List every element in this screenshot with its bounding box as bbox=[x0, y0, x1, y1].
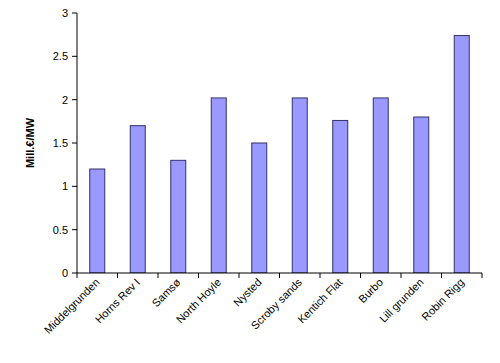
y-tick bbox=[72, 99, 77, 100]
x-tick-label: Horns Rev I bbox=[93, 276, 143, 326]
y-tick-label: 2 bbox=[62, 94, 68, 106]
x-tick-label: Kentich Flat bbox=[295, 276, 345, 326]
chart-svg: 0 0.5 1 1.5 2 2.5 3 MiddelgrundenHorns Rev ISam… bbox=[0, 0, 500, 363]
bar bbox=[211, 98, 226, 273]
x-tick bbox=[441, 273, 442, 278]
bar bbox=[414, 117, 429, 273]
bar bbox=[333, 120, 348, 273]
y-tick bbox=[72, 143, 77, 144]
x-tick bbox=[360, 273, 361, 278]
x-tick bbox=[239, 273, 240, 278]
x-tick bbox=[198, 273, 199, 278]
x-tick bbox=[320, 273, 321, 278]
x-tick bbox=[117, 273, 118, 278]
x-tick bbox=[158, 273, 159, 278]
x-tick bbox=[482, 273, 483, 278]
bar bbox=[373, 98, 388, 273]
bar bbox=[252, 143, 267, 273]
x-tick bbox=[401, 273, 402, 278]
y-tick bbox=[72, 56, 77, 57]
x-tick bbox=[279, 273, 280, 278]
y-tick-label: 2.5 bbox=[53, 50, 68, 62]
bar bbox=[292, 98, 307, 273]
bar bbox=[130, 126, 145, 273]
y-tick-label: 1 bbox=[62, 180, 68, 192]
bars bbox=[90, 36, 470, 273]
y-tick bbox=[72, 273, 77, 274]
y-tick bbox=[72, 13, 77, 14]
bar bbox=[454, 36, 469, 273]
x-tick-label: Middelgrunden bbox=[42, 276, 102, 336]
y-axis-label: Mill.€/MW bbox=[24, 117, 36, 168]
x-tick-label: Burbo bbox=[356, 276, 385, 305]
x-tick-label: Robin Rigg bbox=[419, 276, 466, 323]
x-tick-label: Scroby sands bbox=[249, 276, 305, 332]
y-tick bbox=[72, 186, 77, 187]
y-tick bbox=[72, 229, 77, 230]
x-tick-label: North Hoyle bbox=[174, 276, 224, 326]
y-tick-label: 0 bbox=[62, 267, 68, 279]
x-tick-label: Lill grunden bbox=[377, 276, 426, 325]
chart-container: 0 0.5 1 1.5 2 2.5 3 MiddelgrundenHorns Rev ISam… bbox=[0, 0, 500, 363]
y-tick-label: 0.5 bbox=[53, 224, 68, 236]
bar bbox=[171, 160, 186, 273]
bar bbox=[90, 169, 105, 273]
y-tick-label: 3 bbox=[62, 7, 68, 19]
x-tick-label: Nysted bbox=[231, 276, 264, 309]
x-tick bbox=[77, 273, 78, 278]
x-tick-label: Samsø bbox=[150, 276, 183, 309]
y-tick-label: 1.5 bbox=[53, 137, 68, 149]
